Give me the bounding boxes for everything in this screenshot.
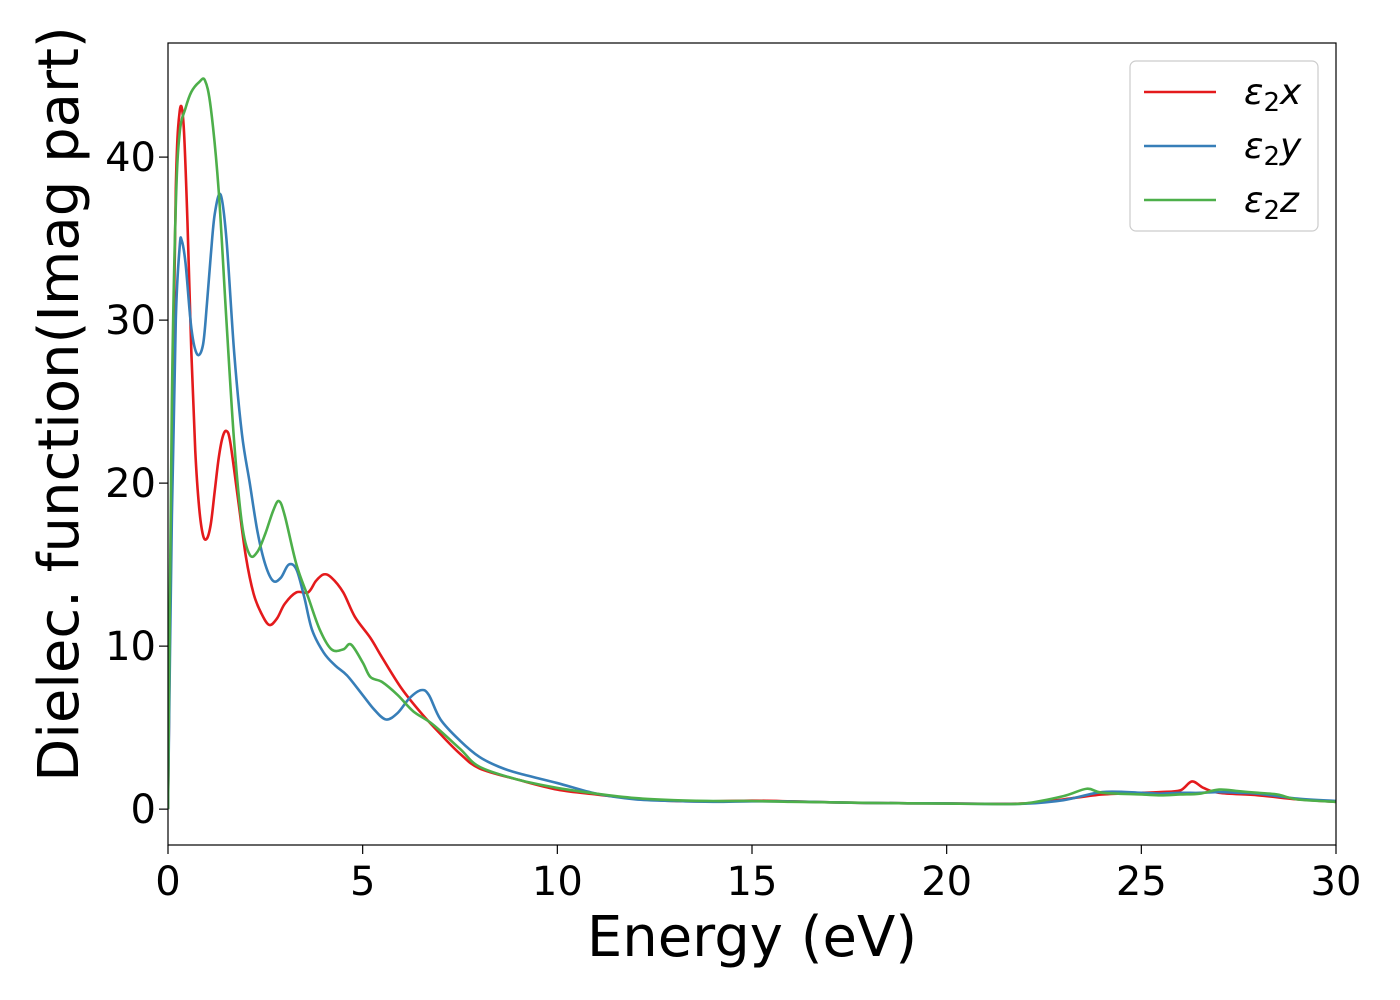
x-tick-label: 25 [1116, 859, 1167, 905]
series-line-y [168, 192, 1336, 810]
y-tick-label: 30 [105, 298, 156, 344]
y-tick-label: 0 [131, 787, 156, 833]
legend: ε2x ε2y ε2z [1129, 60, 1319, 232]
series-line-z [168, 77, 1336, 810]
x-tick-label: 30 [1311, 859, 1362, 905]
x-axis-ticks: 0 5 10 15 20 25 30 [155, 845, 1361, 905]
x-tick-label: 10 [532, 859, 583, 905]
y-tick-label: 20 [105, 461, 156, 507]
legend-box [1129, 60, 1319, 232]
legend-label-z: ε2z [1244, 180, 1300, 226]
y-tick-label: 40 [105, 135, 156, 181]
plot-lines [168, 77, 1336, 810]
legend-label-x: ε2x [1244, 72, 1302, 118]
y-tick-label: 10 [105, 624, 156, 670]
x-tick-label: 0 [155, 859, 180, 905]
x-tick-label: 5 [350, 859, 375, 905]
legend-label-y: ε2y [1244, 126, 1302, 172]
x-tick-label: 15 [727, 859, 778, 905]
x-axis-label: Energy (eV) [587, 905, 917, 970]
y-axis-label: Dielec. function(Imag part) [27, 26, 92, 782]
x-tick-label: 20 [921, 859, 972, 905]
y-axis-ticks: 0 10 20 30 40 [105, 135, 168, 833]
